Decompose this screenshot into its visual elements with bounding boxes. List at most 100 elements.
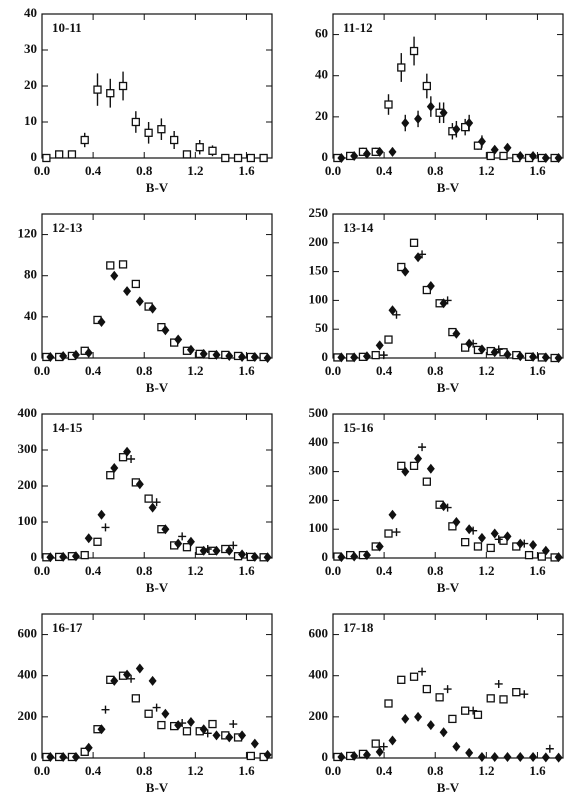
diamond-marker [97,317,106,327]
square-marker [118,81,128,91]
x-tick-label: 1.6 [238,363,255,378]
plus-marker [443,685,452,694]
square-marker [448,714,457,724]
square-marker [409,672,419,681]
x-tick-label: 0.0 [325,763,341,778]
diamond-marker [516,150,525,161]
x-tick-label: 0.4 [376,763,393,778]
diamond-marker [503,349,512,360]
diamond-marker [452,741,461,752]
square-marker [486,543,495,553]
y-tick-label: 0 [31,149,38,164]
square-marker [80,550,89,560]
diamond-marker [337,352,346,363]
y-tick-label: 100 [18,513,38,528]
y-tick-label: 600 [309,626,329,641]
x-tick-label: 0.8 [136,563,153,578]
square-marker [131,117,140,127]
square-marker [195,143,204,152]
diamond-marker [350,551,359,562]
panel-title: 12-13 [52,220,83,235]
diamond-marker [529,150,538,161]
square-marker [499,695,508,704]
plot-frame [41,413,273,559]
x-tick-label: 0.8 [427,563,444,578]
square-marker [93,85,102,94]
diamond-marker [148,675,157,686]
square-marker [537,552,546,561]
diamond-marker [46,351,55,362]
plus-marker [203,729,212,738]
plus-marker [178,532,187,541]
panel-title: 10-11 [52,20,82,35]
diamond-marker [439,727,448,738]
y-tick-label: 20 [24,77,37,92]
panel: 16-17 0.0 0.4 0.8 1.2 1.6 0 200 400 600 B-V [18,613,273,795]
diamond-marker [452,328,461,339]
diamond-marker [477,532,486,543]
diamond-marker [123,446,132,457]
x-tick-label: 0.0 [325,563,341,578]
diamond-marker [71,551,80,562]
y-tick-label: 40 [315,67,328,82]
plus-marker [494,679,503,688]
x-axis-label: B-V [146,780,169,795]
diamond-marker [362,351,371,362]
diamond-marker [212,349,221,360]
diamond-marker [503,751,512,762]
plus-marker [178,719,187,728]
plus-marker [469,706,478,715]
y-tick-label: 120 [18,226,38,241]
diamond-marker [123,669,132,680]
y-tick-label: 200 [18,477,38,492]
diamond-marker [148,502,157,513]
y-tick-label: 400 [18,405,38,420]
x-tick-label: 1.6 [238,563,255,578]
diamond-marker [199,348,208,359]
diamond-marker [439,501,448,512]
panel: 17-18 0.0 0.4 0.8 1.2 1.6 0 200 400 600 B-V [309,613,564,795]
diamond-marker [263,749,272,760]
panel-title: 14-15 [52,420,83,435]
diamond-marker [186,536,195,547]
y-tick-label: 10 [24,113,37,128]
square-marker [422,81,431,91]
plus-marker [101,705,110,714]
diamond-marker [199,724,208,735]
y-tick-label: 0 [31,549,38,564]
diamond-marker [554,353,563,363]
y-tick-label: 300 [309,463,329,478]
square-marker [473,710,483,719]
diamond-marker [135,296,144,307]
x-tick-label: 1.2 [478,163,494,178]
x-axis-label: B-V [437,780,460,795]
diamond-marker [84,347,93,358]
y-tick-label: 200 [18,708,38,723]
diamond-marker [59,551,68,562]
diamond-marker [414,252,423,263]
square-marker [118,453,128,462]
diamond-marker [135,663,144,674]
y-tick-label: 0 [322,549,329,564]
x-tick-label: 1.2 [478,763,494,778]
y-tick-label: 80 [24,267,37,282]
x-tick-label: 0.8 [136,363,153,378]
square-marker [144,128,153,137]
y-tick-label: 200 [309,708,329,723]
square-marker [397,63,406,72]
x-tick-label: 1.2 [187,563,203,578]
diamond-marker [263,552,272,563]
diamond-marker [414,453,423,464]
diamond-marker [401,266,410,277]
square-marker [182,543,192,552]
x-tick-label: 0.8 [427,163,444,178]
plus-marker [469,339,478,348]
panel: 13-14 0.0 0.4 0.8 1.2 1.6 0 50 100 150 200 250 B-V [309,205,564,395]
diamond-marker [110,463,119,473]
square-marker [221,153,230,163]
diamond-marker [186,344,195,355]
plot-frame [41,613,273,759]
diamond-marker [503,142,512,153]
square-marker [371,350,380,360]
square-marker [486,694,495,703]
